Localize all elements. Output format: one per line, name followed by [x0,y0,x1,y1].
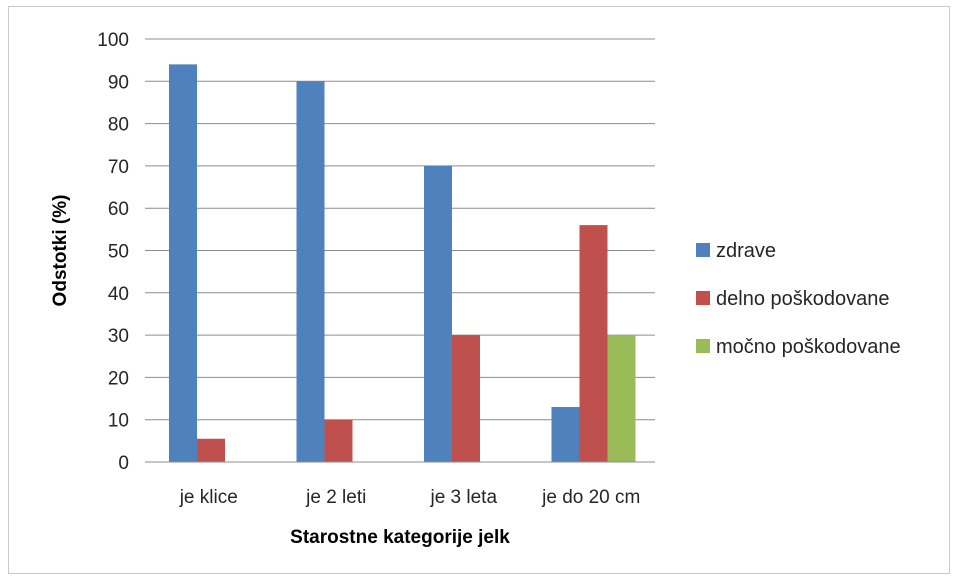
legend-swatch-3 [696,339,710,353]
y-axis-title: Odstotki (%) [50,195,71,307]
bar-2-1 [197,438,225,462]
legend-label-3: močno poškodovane [716,336,901,358]
bar-1-3 [424,165,452,462]
legend: zdrave delno poškodovane močno poškodovane [696,240,901,358]
x-tick-labels: je klice je 2 leti je 3 leta je do 20 cm [179,487,641,508]
bar-1-4 [551,407,580,462]
x-tick-label: je klice [179,487,238,508]
chart-frame [8,6,950,574]
legend-label-1: zdrave [716,240,776,262]
y-tick-label: 30 [108,326,129,347]
legend-swatch-1 [696,243,710,257]
x-axis-title: Starostne kategorije jelk [290,527,510,548]
bar-1-2 [296,81,325,463]
y-tick-label: 70 [108,157,129,178]
gridlines [145,38,655,421]
x-tick-label: je 3 leta [429,487,497,508]
y-tick-label: 80 [108,115,129,136]
legend-label-2: delno poškodovane [716,288,889,310]
bar-2-3 [452,335,480,462]
x-tick-label: je do 20 cm [541,487,640,508]
bars [169,64,636,463]
bar-2-4 [579,225,608,462]
y-tick-label: 20 [108,368,129,389]
x-tick-label: je 2 leti [305,487,366,508]
y-tick-labels: 0 10 20 30 40 50 60 70 80 90 100 [97,30,129,474]
bar-2-2 [324,419,353,462]
bar-3-4 [607,335,636,462]
y-tick-label: 50 [108,242,129,263]
y-tick-label: 0 [118,453,129,474]
y-tick-label: 40 [108,284,129,305]
y-tick-label: 60 [108,199,129,220]
y-tick-label: 100 [97,30,129,51]
bar-1-1 [169,64,197,462]
y-tick-label: 10 [108,411,129,432]
legend-swatch-2 [696,291,710,305]
y-tick-label: 90 [108,72,129,93]
